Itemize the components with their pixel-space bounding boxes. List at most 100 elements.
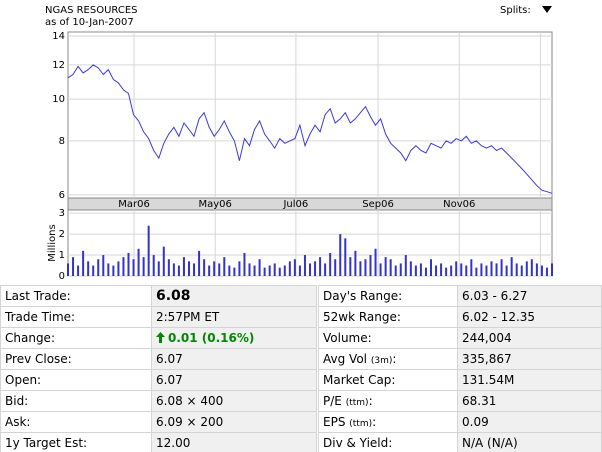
quote-row: Bid: 6.08 × 400 xyxy=(0,390,317,412)
volume-bar xyxy=(485,265,488,276)
label-text: Ask: xyxy=(5,415,31,429)
label-text: P/E xyxy=(323,394,342,408)
volume-bar xyxy=(172,263,175,276)
x-tick-label: Sep06 xyxy=(362,199,394,210)
volume-bar xyxy=(349,257,352,276)
quote-value: 6.09 × 200 xyxy=(151,411,317,433)
value-text: 2:57PM ET xyxy=(156,310,220,324)
volume-bar xyxy=(263,267,266,276)
quote-label: Trade Time: xyxy=(0,306,152,328)
label-text: Div & Yield: xyxy=(323,436,393,450)
volume-bar xyxy=(233,267,236,276)
value-text: 12.00 xyxy=(156,436,191,450)
y-tick-label: 10 xyxy=(52,94,65,105)
label-text: Open: xyxy=(5,373,42,387)
volume-bar xyxy=(344,238,347,276)
volume-bar xyxy=(399,263,402,276)
volume-bar xyxy=(551,263,553,276)
label-text: Market Cap: xyxy=(323,373,396,387)
volume-bar xyxy=(309,263,311,276)
volume-bar xyxy=(147,225,150,276)
value-text: 0.09 xyxy=(462,415,489,429)
volume-bar xyxy=(470,259,473,276)
volume-bar xyxy=(319,257,322,276)
quote-value: 6.08 × 400 xyxy=(151,390,317,412)
y-tick-label: 14 xyxy=(52,31,65,42)
quote-table-left: Last Trade: 6.08 Trade Time: 2:57PM ET Chang… xyxy=(0,285,317,452)
volume-bar xyxy=(530,259,533,276)
label-text: EPS xyxy=(323,415,346,429)
volume-bar xyxy=(419,263,422,276)
quote-value: 6.07 xyxy=(151,348,317,370)
volume-bar xyxy=(87,261,90,276)
value-text: 335,867 xyxy=(462,352,512,366)
volume-bar xyxy=(283,265,286,276)
volume-axis-label: Millions xyxy=(47,224,58,261)
value-text: 6.07 xyxy=(156,373,183,387)
label-note: (ttm) xyxy=(345,398,369,408)
volume-bar xyxy=(273,263,276,276)
value-text: 68.31 xyxy=(462,394,497,408)
volume-bar xyxy=(525,261,528,276)
volume-bar xyxy=(440,263,443,276)
label-text: 52wk Range: xyxy=(323,310,401,324)
x-tick-label: Mar06 xyxy=(118,199,150,210)
volume-bar xyxy=(268,265,271,276)
value-text: 6.07 xyxy=(156,352,183,366)
volume-bar xyxy=(369,255,372,276)
splits-dropdown[interactable] xyxy=(542,6,552,13)
quote-row: Volume: 244,004 xyxy=(318,327,602,349)
quote-label: Ask: xyxy=(0,411,152,433)
quote-value: 131.54M xyxy=(457,369,602,391)
quote-value: 2:57PM ET xyxy=(151,306,317,328)
x-tick-label: May06 xyxy=(199,199,232,210)
chart: NGAS RESOURCES as of 10-Jan-2007 Splits:… xyxy=(45,5,553,282)
volume-bar xyxy=(218,263,221,276)
label-text: 1y Target Est: xyxy=(5,436,88,450)
volume-bar xyxy=(77,265,80,276)
quote-value: 12.00 xyxy=(151,432,317,452)
volume-bar xyxy=(137,248,140,276)
label-suffix: : xyxy=(368,394,373,408)
volume-bar xyxy=(329,252,332,276)
volume-bar xyxy=(97,259,100,276)
volume-bar xyxy=(162,246,165,276)
quote-label: Avg Vol (3m): xyxy=(318,348,458,370)
quote-label: Open: xyxy=(0,369,152,391)
volume-bar xyxy=(545,267,548,276)
volume-bar xyxy=(107,263,110,276)
quote-row: Ask: 6.09 × 200 xyxy=(0,411,317,433)
volume-bar xyxy=(475,267,478,276)
quote-value: 6.07 xyxy=(151,369,317,391)
volume-bar xyxy=(238,261,241,276)
label-text: Change: xyxy=(5,331,55,345)
volume-bar xyxy=(243,252,246,276)
quote-label: Volume: xyxy=(318,327,458,349)
quote-label: Last Trade: xyxy=(0,285,152,307)
up-arrow xyxy=(156,332,165,343)
y-tick-label: 0 xyxy=(59,271,65,282)
y-tick-label: 2 xyxy=(59,229,65,240)
volume-bar xyxy=(339,234,342,276)
volume-bar xyxy=(182,257,185,276)
volume-bar xyxy=(324,263,327,276)
volume-bar xyxy=(424,267,427,276)
quote-value: 6.03 - 6.27 xyxy=(457,285,602,307)
x-tick-label: Jul06 xyxy=(282,199,308,210)
volume-bar xyxy=(258,259,261,276)
volume-bar xyxy=(394,265,397,276)
volume-bar xyxy=(515,263,518,276)
volume-bar xyxy=(455,261,458,276)
y-tick-label: 12 xyxy=(52,60,65,71)
label-note: (3m) xyxy=(370,356,393,366)
volume-bar xyxy=(535,263,538,276)
value-text: 6.08 xyxy=(156,288,191,304)
volume-bar xyxy=(157,261,160,276)
splits-label[interactable]: Splits: xyxy=(500,5,531,16)
volume-bar xyxy=(414,265,417,276)
volume-bar xyxy=(334,259,337,276)
volume-bar xyxy=(67,263,69,276)
quote-row: Div & Yield: N/A (N/A) xyxy=(318,432,602,452)
value-text: 6.08 × 400 xyxy=(156,394,224,408)
quote-label: Prev Close: xyxy=(0,348,152,370)
